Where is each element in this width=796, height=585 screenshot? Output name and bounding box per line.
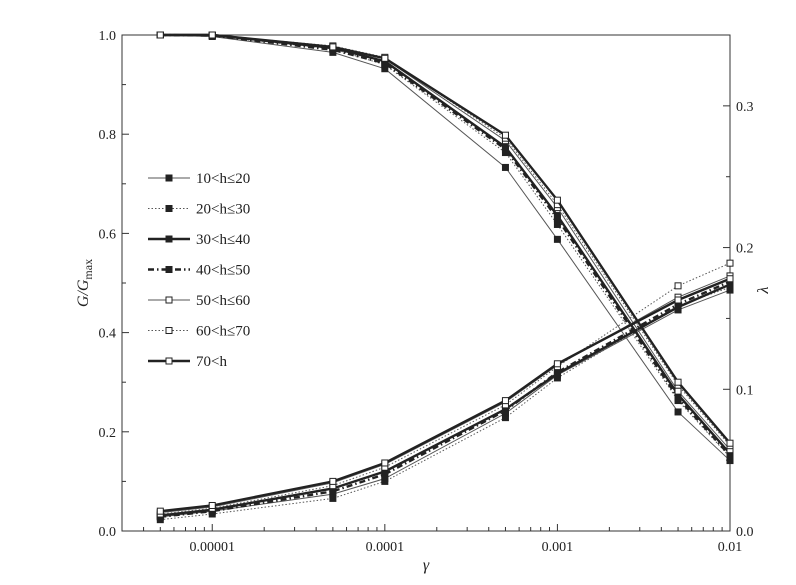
y-left-tick-label: 0.8	[99, 128, 117, 143]
legend-marker	[165, 327, 173, 334]
y-right-tick-label: 0.3	[736, 100, 754, 115]
svg-text:G/Gmax: G/Gmax	[75, 259, 95, 307]
g-ratio-point	[553, 196, 561, 204]
x-tick-label: 0.00001	[189, 540, 235, 555]
legend-item: 70<h	[148, 354, 227, 370]
y-left-tick-label: 1.0	[99, 29, 117, 44]
legend: 10<h≤20 20<h≤30 30<h≤40 40<h≤50 50<h≤60 60<h≤…	[148, 171, 250, 370]
y-axis-left: 0.0 0.2 0.4 0.6 0.8 1.0	[99, 29, 129, 540]
g-ratio-point	[156, 31, 164, 39]
damping-ratio-point	[726, 275, 734, 283]
g-ratio-point	[553, 235, 561, 243]
legend-marker	[165, 174, 173, 182]
damping-ratio-line	[160, 277, 731, 513]
legend-item: 20<h≤30	[148, 202, 250, 218]
y-left-tick-label: 0.2	[99, 426, 117, 441]
legend-label: 30<h≤40	[196, 232, 250, 248]
legend-item: 50<h≤60	[148, 293, 250, 309]
damping-ratio-point	[674, 282, 682, 290]
x-axis: 0.00001 0.0001 0.001 0.01	[121, 524, 743, 555]
legend-label: 10<h≤20	[196, 171, 250, 187]
damping-ratio-point	[381, 459, 389, 467]
y-left-tick-label: 0.0	[99, 525, 117, 540]
g-ratio-point	[553, 220, 561, 228]
legend-marker	[165, 296, 173, 304]
g-ratio-point	[501, 131, 509, 139]
damping-ratio-point	[329, 477, 337, 485]
legend-label: 70<h	[196, 354, 227, 370]
g-ratio-point	[726, 452, 734, 460]
damping-ratio-line	[160, 283, 731, 517]
damping-ratio-line	[160, 275, 731, 514]
y-left-tick-label: 0.6	[99, 227, 117, 242]
y-axis-right: 0.0 0.1 0.2 0.3	[723, 34, 754, 540]
damping-ratio-line	[160, 262, 731, 515]
legend-item: 40<h≤50	[148, 263, 250, 279]
damping-ratio-point	[501, 407, 509, 415]
damping-ratio-point	[381, 470, 389, 478]
g-ratio-point	[726, 439, 734, 447]
g-ratio-line	[160, 33, 731, 444]
legend-label: 40<h≤50	[196, 263, 250, 279]
y-left-tick-label: 0.4	[99, 327, 117, 342]
y-axis-left-title: G/Gmax	[75, 259, 95, 307]
y-axis-left-title-main: G/G	[75, 279, 92, 307]
x-tick-label: 0.001	[542, 540, 574, 555]
x-tick-label: 0.01	[718, 540, 743, 555]
legend-item: 60<h≤70	[148, 324, 250, 340]
y-axis-left-title-sub: max	[81, 259, 95, 280]
g-ratio-point	[674, 378, 682, 386]
series-layer	[156, 31, 734, 524]
y-right-tick-label: 0.0	[736, 525, 754, 540]
g-ratio-line	[160, 34, 731, 461]
g-ratio-point	[381, 54, 389, 62]
damping-ratio-point	[381, 477, 389, 485]
x-tick-label: 0.0001	[366, 540, 405, 555]
g-ratio-point	[674, 387, 682, 395]
g-ratio-point	[329, 43, 337, 51]
damping-ratio-point	[156, 507, 164, 515]
legend-label: 20<h≤30	[196, 202, 250, 218]
legend-item: 10<h≤20	[148, 171, 250, 187]
g-ratio-point	[674, 408, 682, 416]
damping-ratio-point	[208, 501, 216, 509]
damping-ratio-point	[329, 487, 337, 495]
damping-ratio-point	[553, 360, 561, 368]
y-right-tick-label: 0.1	[736, 383, 754, 398]
damping-ratio-line	[160, 280, 731, 519]
damping-ratio-point	[726, 259, 734, 267]
g-ratio-point	[501, 163, 509, 171]
g-ratio-point	[501, 145, 509, 153]
y-right-tick-label: 0.2	[736, 242, 754, 257]
g-ratio-point	[208, 31, 216, 39]
legend-marker	[165, 357, 173, 365]
damping-ratio-point	[329, 494, 337, 502]
damping-ratio-point	[501, 397, 509, 405]
damping-ratio-point	[553, 368, 561, 376]
legend-label: 50<h≤60	[196, 293, 250, 309]
g-ratio-line	[160, 34, 731, 458]
legend-label: 60<h≤70	[196, 324, 250, 340]
legend-item: 30<h≤40	[148, 232, 250, 248]
y-axis-right-title: λ	[755, 286, 772, 294]
g-ratio-point	[674, 394, 682, 402]
legend-marker	[165, 205, 173, 212]
x-axis-title: γ	[423, 557, 430, 574]
damping-ratio-point	[674, 296, 682, 304]
legend-marker	[165, 266, 173, 273]
legend-marker	[165, 235, 173, 243]
series-7	[156, 31, 734, 515]
g-ratio-point	[553, 215, 561, 223]
damping-ratio-point	[501, 414, 509, 422]
